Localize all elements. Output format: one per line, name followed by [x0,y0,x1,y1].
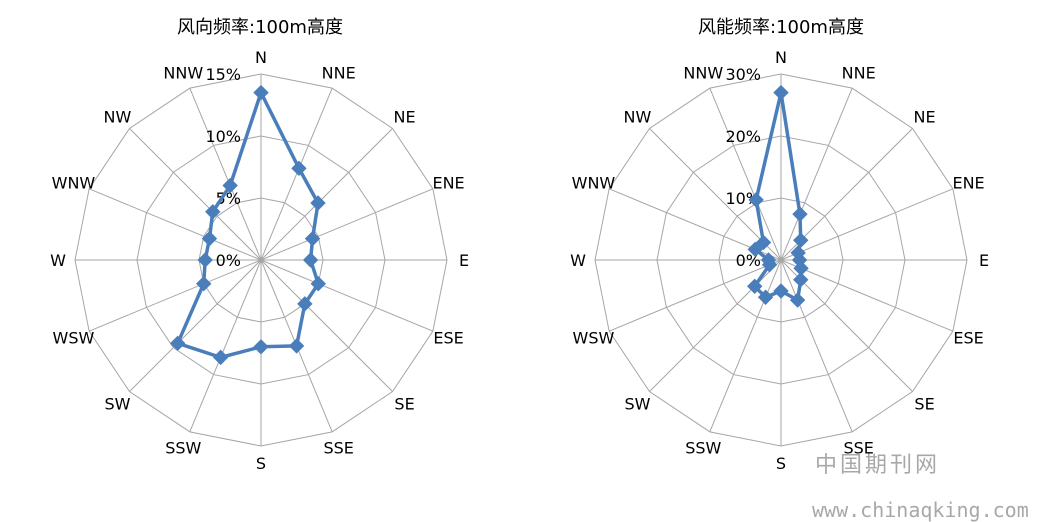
spoke-nw [649,128,782,261]
direction-label-sse: SSE [843,439,873,458]
tick-label-2: 20% [725,127,761,146]
direction-label-sw: SW [624,395,650,414]
spoke-ssw [189,259,262,433]
direction-label-ne: NE [394,107,416,126]
data-point-nw [755,234,772,251]
data-point-se [793,272,809,288]
data-point-wnw [747,241,763,258]
direction-label-s: S [776,454,786,473]
data-point-nne [291,160,307,177]
spoke-sw [129,259,262,392]
spoke-wnw [88,188,262,261]
watermark-url: www.chinaqking.com [812,498,1029,522]
direction-label-n: N [255,48,267,67]
data-point-ssw [757,289,774,305]
data-point-sw [746,278,763,295]
data-point-nnw [748,192,764,208]
tick-label-2: 10% [205,127,241,146]
radar-chart-wind-direction: N NNE NE ENE E ESE SE SSE S SSW SW WSW W WNW NW NNW 0% 5%… [50,17,469,473]
direction-label-nne: NNE [842,63,876,82]
direction-label-ene: ENE [432,173,464,192]
spoke-wsw [608,259,782,332]
data-point-se [297,296,313,312]
spoke-wsw [88,259,262,332]
direction-label-ssw: SSW [165,439,201,458]
data-point-wnw [201,230,218,247]
tick-label-1: 5% [216,189,241,208]
direction-label-nnw: NNW [163,63,203,82]
direction-label-w: W [50,251,66,270]
spoke-nne [260,87,333,261]
data-point-s [773,283,789,299]
spoke-nnw [189,87,262,261]
data-point-n [253,84,269,101]
data-point-ese [310,276,326,292]
spoke-nnw [709,87,782,261]
data-point-ne [793,232,809,248]
spoke-ssw [709,259,782,433]
data-point-sw [169,335,186,352]
direction-label-ne: NE [914,107,936,126]
spoke-nne [780,87,853,261]
direction-label-s: S [256,454,266,473]
spoke-ene [780,188,954,261]
spoke-ene [260,188,434,261]
direction-label-wsw: WSW [573,329,615,348]
chart-title: 风向频率:100m高度 [177,17,343,38]
data-point-ene [304,230,321,247]
data-point-sse [789,292,806,308]
direction-label-n: N [775,48,787,67]
direction-label-sw: SW [104,395,130,414]
data-point-n [773,84,789,101]
direction-label-nw: NW [104,107,132,126]
radar-chart-wind-energy: NNNENEENEEESESESSESSSWSWWSWWWNWNWNNW0%10… [570,17,989,473]
spoke-ese [260,259,434,332]
direction-label-wsw: WSW [53,329,95,348]
tick-label-0: 0% [216,251,241,270]
chart-title: 风能频率:100m高度 [698,17,864,38]
tick-label-3: 30% [725,65,761,84]
direction-label-nne: NNE [322,63,356,82]
data-point-ssw [212,349,229,366]
direction-label-ese: ESE [433,329,463,348]
direction-label-nnw: NNW [683,63,723,82]
spoke-nw [129,128,262,261]
direction-label-e: E [459,251,469,270]
direction-label-ese: ESE [953,329,983,348]
data-point-w [760,252,777,268]
data-point-ne [310,195,326,211]
data-point-e [302,252,319,268]
tick-label-3: 15% [205,65,241,84]
spoke-sse [780,259,853,433]
data-point-s [253,339,269,355]
direction-label-ssw: SSW [685,439,721,458]
direction-label-wnw: WNW [52,173,96,192]
direction-label-nw: NW [624,107,652,126]
watermark-logo-text: 中国期刊网 [815,453,940,478]
direction-label-w: W [570,251,586,270]
spoke-ne [260,128,393,261]
series-line [175,90,321,360]
direction-label-ene: ENE [952,173,984,192]
data-point-nw [205,204,221,220]
direction-label-wnw: WNW [572,173,616,192]
direction-label-sse: SSE [323,439,353,458]
spoke-se [260,259,393,392]
direction-label-e: E [979,251,989,270]
direction-label-se: SE [394,395,414,414]
data-point-nne [792,206,808,222]
direction-label-se: SE [914,395,934,414]
data-point-nnw [222,177,238,194]
data-point-wsw [196,276,212,292]
spoke-ese [780,259,954,332]
data-point-sse [288,338,305,354]
data-point-w [197,252,213,268]
